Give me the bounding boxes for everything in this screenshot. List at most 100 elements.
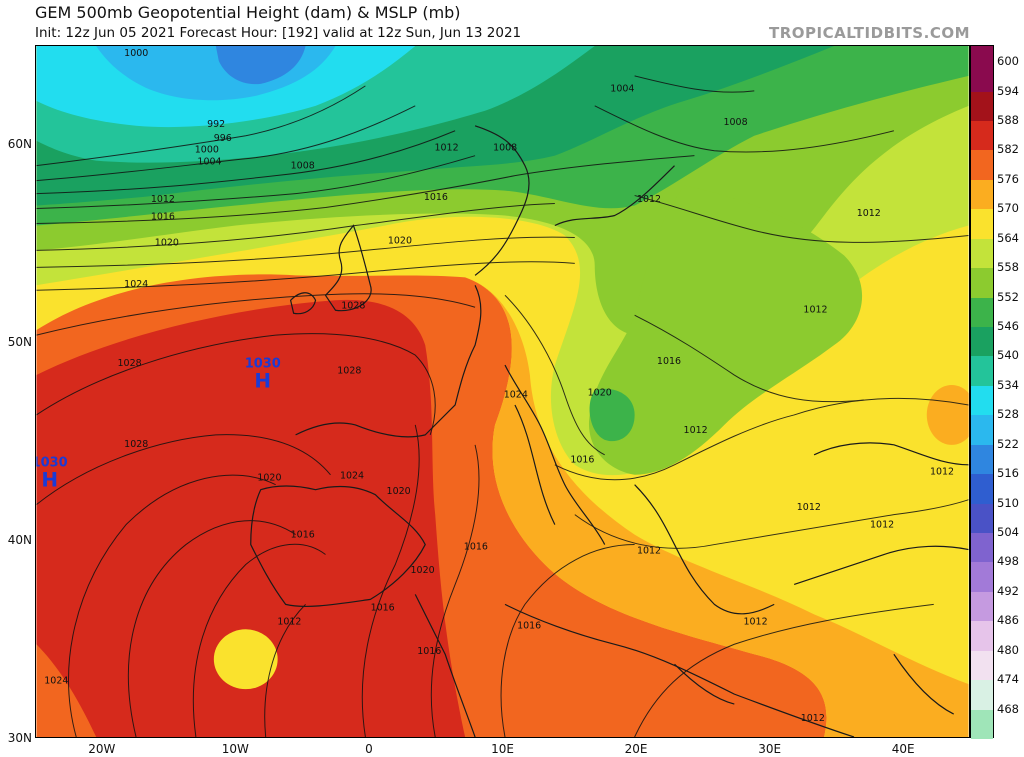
band-588 bbox=[36, 299, 466, 737]
isobar-label: 1020 bbox=[257, 472, 281, 483]
colorbar-label: 510 bbox=[997, 495, 1019, 510]
isobar-label: 1016 bbox=[417, 646, 441, 657]
colorbar-label: 498 bbox=[997, 554, 1019, 569]
colorbar-segment bbox=[971, 327, 993, 357]
latitude-tick-label: 30N bbox=[7, 731, 32, 745]
coastlines bbox=[250, 125, 969, 737]
warm-pocket-iberia bbox=[213, 629, 278, 690]
isobar-label: 1028 bbox=[118, 358, 142, 369]
isobar-label: 1020 bbox=[387, 486, 411, 497]
chart-subtitle: Init: 12z Jun 05 2021 Forecast Hour: [19… bbox=[35, 25, 522, 41]
isobar-label: 1012 bbox=[435, 143, 459, 154]
colorbar-segment bbox=[971, 179, 993, 210]
isobar-label: 1020 bbox=[588, 387, 612, 398]
isobar-label: 1028 bbox=[341, 301, 365, 312]
colorbar-segment bbox=[971, 415, 993, 445]
isobar-label: 1012 bbox=[870, 520, 894, 531]
isobar-label: 1012 bbox=[797, 502, 821, 513]
colorbar-segment bbox=[971, 385, 993, 416]
isobar-label: 1012 bbox=[277, 616, 301, 627]
colorbar-label: 558 bbox=[997, 260, 1019, 275]
colorbar-label: 546 bbox=[997, 319, 1019, 334]
colorbar-segment bbox=[971, 562, 993, 592]
isobar-label: 1012 bbox=[743, 616, 767, 627]
latitude-tick-label: 60N bbox=[7, 137, 32, 151]
pressure-center-value: 1030 bbox=[245, 357, 281, 372]
isobar-label: 1012 bbox=[151, 194, 175, 205]
colorbar-label: 552 bbox=[997, 289, 1019, 304]
colorbar-label: 504 bbox=[997, 525, 1019, 539]
isobar-label: 1004 bbox=[610, 83, 634, 94]
isobar-label: 1020 bbox=[388, 235, 412, 246]
colorbar-label: 540 bbox=[997, 348, 1019, 363]
colorbar-segment bbox=[971, 238, 993, 269]
colorbar-label: 534 bbox=[997, 377, 1019, 392]
colorbar-segment bbox=[971, 150, 993, 180]
high-pressure-marker: H bbox=[254, 369, 271, 393]
isobar-label: 1016 bbox=[517, 620, 541, 631]
colorbar-label: 600 bbox=[997, 54, 1019, 69]
colorbar-label: 582 bbox=[997, 142, 1019, 157]
latitude-tick-label: 40N bbox=[7, 533, 32, 547]
colorbar-segment bbox=[971, 91, 993, 122]
colorbar-segment bbox=[971, 533, 993, 563]
colorbar-segment bbox=[971, 444, 993, 475]
longitude-tick-label: 40E bbox=[891, 742, 915, 756]
isobar-label: 1024 bbox=[124, 279, 148, 290]
colorbar-segment bbox=[971, 356, 993, 386]
isobar-label: 1016 bbox=[151, 212, 175, 223]
band-528 bbox=[215, 46, 306, 85]
colorbar-label: 564 bbox=[997, 230, 1019, 245]
colorbar-label: 588 bbox=[997, 113, 1019, 128]
isobar-label: 1012 bbox=[803, 305, 827, 316]
trough-dark bbox=[589, 388, 635, 442]
isobar-label: 1028 bbox=[337, 366, 361, 377]
chart-title: GEM 500mb Geopotential Height (dam) & MS… bbox=[35, 3, 461, 22]
isobar-label: 1008 bbox=[291, 160, 315, 171]
trough-green bbox=[588, 185, 863, 475]
high-pressure-marker: H bbox=[41, 467, 58, 491]
isobar-label: 1020 bbox=[155, 237, 179, 248]
colorbar-segment bbox=[971, 121, 993, 151]
latitude-tick-label: 50N bbox=[7, 335, 32, 349]
colorbar-label: 576 bbox=[997, 171, 1019, 186]
isobar-label: 1016 bbox=[570, 455, 594, 466]
isobar-label: 1008 bbox=[724, 117, 748, 128]
isobar-label: 1024 bbox=[340, 470, 364, 481]
longitude-tick-label: 30E bbox=[758, 742, 782, 756]
isobar-label: 1000 bbox=[124, 48, 148, 59]
colorbar-segment bbox=[971, 650, 993, 681]
colorbar-segment bbox=[971, 680, 993, 710]
colorbar-top-segment bbox=[971, 46, 993, 63]
colorbar-segment bbox=[971, 709, 993, 739]
colorbar-label: 522 bbox=[997, 436, 1019, 451]
colorbar-segment bbox=[971, 209, 993, 239]
isobar-label: 1020 bbox=[411, 565, 435, 576]
pressure-center-value: 1030 bbox=[35, 455, 68, 470]
longitude-tick-label: 20E bbox=[624, 742, 648, 756]
colorbar-label: 480 bbox=[997, 642, 1019, 657]
isobar-label: 1012 bbox=[857, 208, 881, 219]
colorbar-segment bbox=[971, 621, 993, 651]
longitude-tick-label: 20W bbox=[88, 742, 116, 756]
isobar-label: 1016 bbox=[291, 530, 315, 541]
colorbar-segment bbox=[971, 297, 993, 328]
colorbar-segment bbox=[971, 503, 993, 533]
longitude-tick-label: 0 bbox=[365, 742, 373, 756]
isobar-label: 1028 bbox=[124, 439, 148, 450]
colorbar-label: 492 bbox=[997, 583, 1019, 598]
isobar-label: 1004 bbox=[197, 156, 221, 167]
isobar-label: 1012 bbox=[684, 425, 708, 436]
isobar-label: 1012 bbox=[801, 713, 825, 724]
isobar-label: 996 bbox=[214, 133, 232, 144]
isobar-label: 1016 bbox=[424, 192, 448, 203]
isobar-label: 1024 bbox=[504, 389, 528, 400]
colorbar-label: 594 bbox=[997, 83, 1019, 98]
isobar-lines bbox=[36, 75, 969, 737]
isobar-label: 1000 bbox=[195, 145, 219, 156]
colorbar-segment bbox=[971, 591, 993, 622]
isobar-label: 1016 bbox=[371, 603, 395, 614]
